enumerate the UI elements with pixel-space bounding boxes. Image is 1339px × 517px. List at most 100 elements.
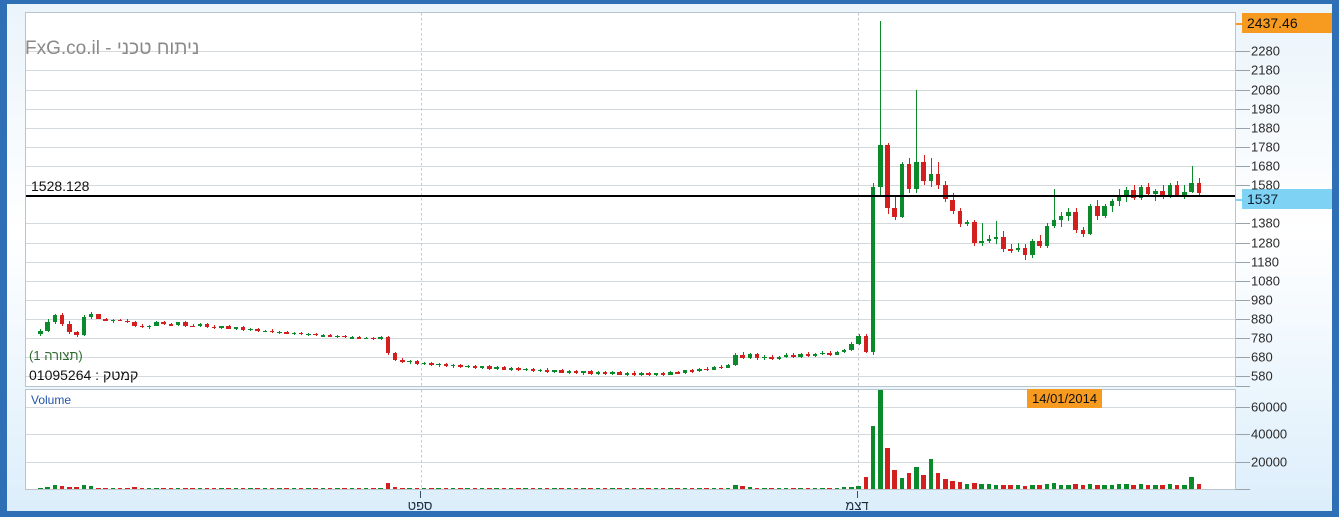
candle-body — [487, 366, 492, 369]
volume-bar — [545, 488, 550, 489]
axis-tick — [1236, 461, 1250, 463]
candle-body — [1008, 249, 1013, 251]
volume-bar — [725, 487, 731, 489]
candle-body — [595, 371, 601, 374]
volume-bar — [1102, 485, 1107, 489]
time-tick — [857, 491, 858, 498]
volume-bar — [1131, 484, 1136, 489]
candle-body — [1153, 191, 1158, 194]
price-chart-panel[interactable] — [25, 12, 1236, 387]
volume-bar — [168, 488, 174, 489]
volume-bar — [1182, 484, 1187, 489]
volume-gridlines — [26, 390, 1235, 489]
volume-bar — [414, 487, 420, 489]
volume-bar — [602, 488, 608, 489]
candle-body — [240, 327, 246, 330]
time-tick-label[interactable]: דצמ — [845, 498, 869, 513]
volume-bar — [125, 487, 130, 489]
candle-wick — [1054, 188, 1055, 229]
candle-body — [1022, 248, 1028, 255]
candle-body — [870, 187, 876, 352]
volume-tick-label: 60000 — [1251, 399, 1288, 414]
candle-wick — [1011, 244, 1012, 254]
volume-bar — [646, 488, 651, 489]
candle-body — [631, 372, 637, 375]
price-tick-label: 2180 — [1251, 62, 1280, 78]
candle-body — [146, 325, 152, 328]
volume-bar — [1037, 485, 1042, 489]
volume-bar — [566, 488, 572, 489]
candle-body — [313, 333, 318, 336]
volume-bar — [248, 488, 253, 489]
volume-bar — [906, 472, 912, 489]
gridline-vertical — [858, 390, 859, 489]
candle-body — [827, 352, 832, 355]
volume-bar — [892, 469, 897, 489]
high-badge-stem — [1236, 23, 1244, 26]
gridline — [26, 127, 1235, 129]
volume-bar — [762, 487, 767, 489]
volume-bar — [88, 486, 94, 489]
candle-body — [668, 372, 673, 375]
candle-body — [284, 331, 289, 334]
candle-body — [610, 372, 615, 375]
volume-bar — [595, 488, 601, 489]
time-tick-label[interactable]: ספט — [407, 498, 433, 513]
candle-body — [1145, 187, 1151, 194]
time-axis[interactable]: ספט דצמ — [25, 491, 1236, 513]
candle-body — [168, 324, 174, 326]
volume-bar — [400, 487, 405, 489]
volume-bar — [928, 458, 934, 489]
price-tick-label: 780 — [1251, 330, 1273, 346]
candle-body — [899, 164, 905, 217]
candle-body — [1196, 183, 1202, 193]
volume-bar — [1066, 484, 1071, 489]
volume-bar — [479, 488, 485, 489]
volume-bar — [754, 487, 760, 489]
volume-bar — [559, 488, 564, 489]
candle-body — [812, 353, 818, 356]
volume-bar — [812, 487, 818, 489]
volume-bar — [1174, 484, 1180, 489]
candle-wick — [996, 221, 997, 245]
volume-bar — [523, 488, 528, 489]
volume-bar — [689, 487, 695, 489]
volume-bar — [1124, 484, 1129, 489]
candle-body — [617, 372, 622, 375]
volume-bar — [96, 487, 101, 489]
volume-bar — [1030, 484, 1035, 489]
candle-body — [443, 363, 449, 367]
volume-bar — [117, 488, 123, 489]
candle-wick — [982, 223, 983, 247]
price-tick-label: 1280 — [1251, 235, 1280, 251]
gridline — [26, 146, 1235, 148]
volume-bar — [972, 483, 977, 489]
gridline — [26, 319, 1235, 321]
candle-body — [957, 210, 963, 225]
candle-body — [921, 162, 926, 182]
candle-body — [226, 326, 231, 329]
candle-body — [943, 185, 948, 200]
axis-tick — [1236, 108, 1250, 110]
volume-bar — [950, 480, 955, 489]
candle-body — [103, 318, 108, 321]
volume-bar — [146, 487, 152, 489]
price-axis[interactable]: 2437.46 1537 2280 2180 2080 1980 1880 1780 168… — [1236, 8, 1332, 511]
volume-bar — [501, 488, 507, 489]
candle-body — [183, 322, 188, 326]
candle-body — [335, 335, 340, 338]
gridline — [26, 51, 1235, 53]
volume-bar — [1138, 484, 1144, 489]
volume-bar — [190, 488, 195, 489]
watermark-text: FxG.co.il - ניתוח טכני — [25, 38, 200, 59]
candle-body — [1102, 206, 1107, 216]
volume-bar — [993, 484, 999, 489]
candle-body — [450, 364, 456, 367]
candlestick-series — [26, 13, 1235, 386]
axis-tick — [1236, 434, 1250, 435]
volume-bar — [1073, 484, 1078, 489]
volume-bar — [284, 488, 289, 489]
volume-bar — [1080, 485, 1086, 489]
candle-body — [1051, 219, 1057, 227]
